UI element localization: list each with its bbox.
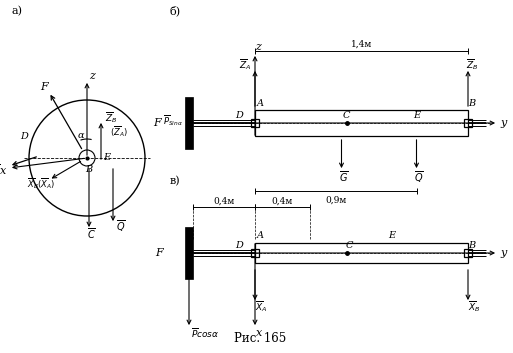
Text: E: E (413, 112, 420, 120)
Text: A: A (256, 100, 264, 108)
Text: y: y (501, 118, 507, 128)
Text: C: C (346, 241, 353, 251)
Text: 0,4м: 0,4м (272, 197, 293, 205)
Bar (251, 249, 259, 257)
Text: $\overline{Q}$: $\overline{Q}$ (413, 169, 423, 185)
Text: E: E (103, 154, 110, 162)
Text: 1,4м: 1,4м (351, 40, 372, 48)
Text: D: D (235, 112, 243, 120)
Text: 0,4м: 0,4м (213, 197, 234, 205)
Text: A: A (256, 232, 264, 240)
Text: F: F (155, 248, 163, 258)
Bar (464, 249, 472, 257)
Text: а): а) (12, 6, 23, 16)
Bar (255, 243, 468, 263)
Text: $\overline{Z}_B$: $\overline{Z}_B$ (466, 58, 478, 72)
Text: y: y (501, 248, 507, 258)
Text: $\overline{P}cos\alpha$: $\overline{P}cos\alpha$ (191, 326, 220, 340)
Text: $(\overline{Z}_A)$: $(\overline{Z}_A)$ (110, 125, 128, 139)
Text: $\overline{P}_{Sin\alpha}$: $\overline{P}_{Sin\alpha}$ (163, 114, 183, 128)
Text: $\overline{C}$: $\overline{C}$ (87, 227, 95, 241)
Text: $\overline{D}$: $\overline{D}$ (0, 163, 1, 178)
Text: B: B (468, 100, 476, 108)
Text: б): б) (170, 6, 181, 16)
Bar (255, 110, 468, 136)
Text: z: z (89, 71, 95, 81)
Text: B: B (468, 241, 476, 251)
Text: $\overline{Z}_A$: $\overline{Z}_A$ (239, 58, 251, 72)
Text: в): в) (170, 176, 181, 186)
Bar (185, 97, 193, 149)
Text: $\overline{X}_B(\overline{X}_A)$: $\overline{X}_B(\overline{X}_A)$ (27, 177, 55, 191)
Text: Рис. 165: Рис. 165 (234, 333, 286, 346)
Text: $\overline{Z}_B$: $\overline{Z}_B$ (105, 110, 117, 125)
Bar (185, 227, 193, 279)
Text: D: D (21, 132, 29, 140)
Bar (251, 119, 259, 127)
Text: D: D (235, 241, 243, 251)
Text: 0,9м: 0,9м (325, 196, 346, 204)
Text: α: α (77, 131, 84, 139)
Text: x: x (256, 328, 262, 338)
Text: $\overline{X}_A$: $\overline{X}_A$ (255, 300, 267, 315)
Text: C: C (343, 112, 350, 120)
Text: F: F (40, 82, 48, 92)
Text: $\overline{Q}$: $\overline{Q}$ (116, 218, 126, 234)
Text: x: x (0, 166, 6, 176)
Text: z: z (255, 42, 261, 52)
Text: B: B (86, 166, 92, 174)
Text: $\overline{X}_B$: $\overline{X}_B$ (468, 300, 480, 315)
Text: E: E (388, 232, 396, 240)
Text: $\overline{G}$: $\overline{G}$ (339, 169, 348, 184)
Text: F: F (153, 118, 161, 128)
Bar (464, 119, 472, 127)
